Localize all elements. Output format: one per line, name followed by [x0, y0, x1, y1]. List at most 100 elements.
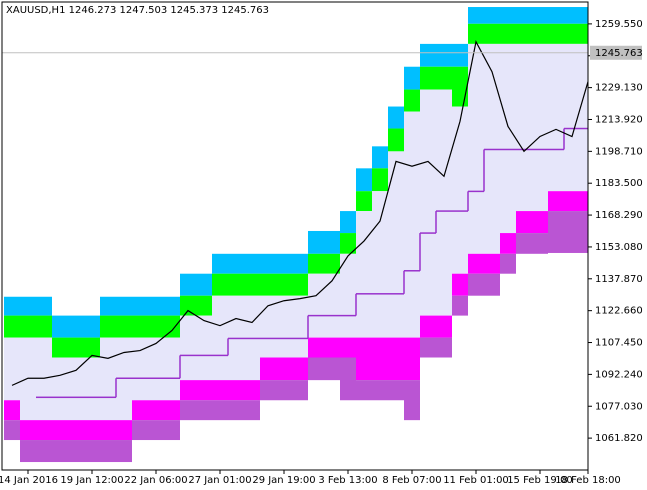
band-block [468, 23, 484, 44]
band-block [308, 357, 324, 381]
band-block [324, 273, 340, 338]
band-block [244, 273, 260, 296]
band-block [452, 273, 468, 296]
y-tick-label: 1092.240 [595, 369, 643, 380]
band-block [340, 211, 356, 234]
x-tick-label: 19 Jan 12:00 [60, 475, 123, 486]
band-block [212, 400, 228, 421]
band-block [132, 296, 148, 316]
band-block [276, 253, 292, 274]
band-block [132, 400, 148, 421]
band-block [356, 380, 372, 401]
y-tick-label: 1137.870 [595, 274, 643, 285]
band-block [436, 66, 452, 90]
band-block [148, 400, 164, 421]
band-block [468, 43, 484, 254]
band-block [68, 440, 84, 463]
band-block [164, 420, 180, 441]
plot-area [2, 7, 588, 463]
y-tick-label: 1077.030 [595, 401, 643, 412]
band-block [116, 296, 132, 316]
band-block [532, 23, 548, 44]
band-block [164, 400, 180, 421]
band-block [564, 7, 580, 24]
x-tick-label: 27 Jan 01:00 [188, 475, 251, 486]
band-block [356, 211, 372, 338]
band-block [244, 400, 260, 421]
band-block [580, 211, 588, 253]
band-block [52, 420, 68, 441]
band-block [468, 273, 484, 296]
x-tick-label: 3 Feb 13:00 [318, 475, 377, 486]
chart-title: XAUUSD,H1 1246.273 1247.503 1245.373 124… [6, 5, 269, 16]
y-tick-label: 1168.290 [595, 210, 643, 221]
band-block [20, 420, 36, 441]
band-block [84, 315, 100, 338]
band-block [388, 128, 404, 152]
band-block [100, 440, 116, 463]
band-block [196, 380, 212, 401]
band-block [292, 357, 308, 381]
band-block [84, 357, 100, 421]
band-block [516, 211, 532, 234]
band-block [500, 7, 516, 24]
band-block [276, 295, 292, 358]
band-block [436, 43, 452, 67]
band-block [452, 66, 468, 107]
band-block [4, 420, 20, 441]
y-tick-label: 1213.920 [595, 114, 643, 125]
band-block [308, 273, 324, 338]
band-block [228, 273, 244, 296]
y-tick-label: 1183.500 [595, 178, 643, 189]
band-block [276, 380, 292, 401]
band-block [228, 380, 244, 401]
band-block [36, 420, 52, 441]
band-block [308, 253, 324, 274]
band-block [484, 253, 500, 274]
band-block [532, 211, 548, 234]
x-tick-label: 8 Feb 07:00 [382, 475, 441, 486]
band-block [484, 7, 500, 24]
band-block [212, 273, 228, 296]
band-block [260, 253, 276, 274]
band-block [356, 191, 372, 212]
band-block [196, 400, 212, 421]
band-block [436, 337, 452, 358]
band-block [148, 315, 164, 338]
band-block [4, 296, 20, 316]
band-block [36, 440, 52, 463]
band-block [452, 43, 468, 67]
band-block [132, 337, 148, 401]
band-block [196, 315, 212, 381]
band-block [164, 315, 180, 338]
band-block [324, 357, 340, 381]
band-block [468, 253, 484, 274]
band-block [564, 191, 580, 212]
band-block [20, 296, 36, 316]
band-block [20, 440, 36, 463]
band-block [196, 295, 212, 316]
band-block [52, 357, 68, 421]
current-price-label: 1245.763 [595, 48, 643, 59]
band-block [340, 357, 356, 401]
band-block [244, 380, 260, 401]
x-tick-label: 11 Feb 01:00 [443, 475, 509, 486]
band-block [116, 315, 132, 338]
band-block [516, 43, 532, 212]
band-block [580, 191, 588, 212]
band-block [308, 230, 324, 254]
band-block [68, 357, 84, 421]
y-tick-label: 1153.080 [595, 242, 643, 253]
band-block [340, 233, 356, 254]
band-block [84, 440, 100, 463]
band-block [148, 337, 164, 401]
band-block [324, 230, 340, 254]
band-block [292, 295, 308, 358]
current-price-box [590, 45, 642, 60]
band-block [532, 7, 548, 24]
band-block [340, 253, 356, 338]
band-block [420, 337, 436, 358]
band-block [36, 296, 52, 316]
y-tick-label: 1061.820 [595, 433, 643, 444]
